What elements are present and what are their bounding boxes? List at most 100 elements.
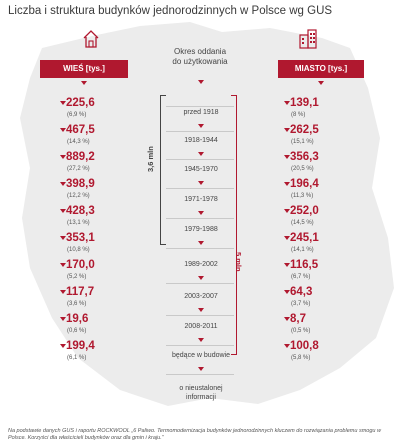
value-percent: (6,7 %) (291, 274, 311, 280)
house-icon (83, 30, 99, 48)
period-header-caret (198, 80, 204, 84)
city-value: 196,4 (11,3 %) (284, 172, 354, 199)
village-value: 225,6 (6,9 %) (60, 91, 130, 118)
period-caret (198, 124, 204, 128)
period-label: informacji (186, 394, 216, 401)
value-number: 116,5 (290, 259, 319, 271)
value-caret (284, 290, 290, 294)
value-number: 356,3 (290, 151, 319, 163)
value-number: 398,9 (66, 178, 95, 190)
city-value: 8,7 (0,5 %) (284, 307, 354, 334)
village-header-caret (81, 81, 87, 85)
value-caret (60, 344, 66, 348)
village-value: 398,9 (12,2 %) (60, 172, 130, 199)
value-caret (60, 263, 66, 267)
value-percent: (5,8 %) (291, 355, 311, 361)
value-caret (284, 182, 290, 186)
bracket-label-5-mln: 5 mln (234, 252, 243, 272)
value-caret (284, 128, 290, 132)
value-caret (284, 317, 290, 321)
period-label: o nieustalonej (179, 385, 223, 392)
value-number: 196,4 (290, 178, 319, 190)
period-label: 2003-2007 (184, 293, 218, 300)
period-caret (198, 338, 204, 342)
value-number: 889,2 (66, 151, 95, 163)
divider (166, 315, 234, 316)
period-header-line2: do użytkowania (172, 57, 228, 66)
period-label: 1945-1970 (184, 166, 218, 173)
divider (166, 159, 234, 160)
value-percent: (0,5 %) (291, 328, 311, 334)
value-percent: (5,2 %) (67, 274, 87, 280)
value-percent: (3,6 %) (67, 301, 87, 307)
period-label: 1979-1988 (184, 226, 218, 233)
value-number: 170,0 (66, 259, 95, 271)
period-header-line1: Okres oddania (173, 47, 227, 56)
value-number: 139,1 (290, 97, 319, 109)
value-caret (60, 182, 66, 186)
city-value: 262,5 (15,1 %) (284, 118, 354, 145)
period-caret (198, 211, 204, 215)
value-number: 353,1 (66, 232, 95, 244)
period-caret (198, 241, 204, 245)
value-caret (60, 290, 66, 294)
value-percent: (3,7 %) (291, 301, 311, 307)
value-percent: (13,1 %) (67, 220, 90, 226)
value-percent: (14,1 %) (291, 247, 314, 253)
period-caret (198, 181, 204, 185)
value-number: 19,6 (66, 313, 89, 325)
divider (166, 131, 234, 132)
value-percent: (0,6 %) (67, 328, 87, 334)
divider (166, 248, 234, 249)
value-number: 64,3 (290, 286, 313, 298)
city-header: MIASTO [tys.] (278, 60, 364, 78)
village-value: 19,6 (0,6 %) (60, 307, 130, 334)
value-caret (284, 344, 290, 348)
city-value: 252,0 (14,5 %) (284, 199, 354, 226)
page-title: Liczba i struktura budynków jednorodzinn… (8, 5, 333, 17)
value-caret (60, 128, 66, 132)
village-value: 353,1 (10,8 %) (60, 226, 130, 253)
period-label: 1918-1944 (184, 137, 218, 144)
value-caret (60, 101, 66, 105)
value-number: 100,8 (290, 340, 319, 352)
divider (166, 188, 234, 189)
city-value: 116,5 (6,7 %) (284, 253, 354, 280)
period-caret (198, 276, 204, 280)
value-percent: (14,3 %) (67, 139, 90, 145)
poland-map (20, 22, 394, 406)
apartment-building-icon (299, 29, 317, 49)
value-caret (60, 236, 66, 240)
value-caret (284, 101, 290, 105)
value-caret (60, 317, 66, 321)
city-value: 100,8 (5,8 %) (284, 334, 354, 361)
city-value: 356,3 (20,5 %) (284, 145, 354, 172)
period-label: 2008-2011 (184, 323, 218, 330)
village-value: 467,5 (14,3 %) (60, 118, 130, 145)
village-value: 199,4 (6,1 %) (60, 334, 130, 361)
value-percent: (12,2 %) (67, 193, 90, 199)
period-label: będące w budowie (172, 352, 230, 359)
value-caret (60, 209, 66, 213)
value-caret (284, 263, 290, 267)
value-percent: (11,3 %) (291, 193, 314, 199)
divider (166, 345, 234, 346)
value-caret (284, 236, 290, 240)
value-percent: (8 %) (291, 112, 306, 118)
village-value: 428,3 (13,1 %) (60, 199, 130, 226)
period-label: 1971-1978 (184, 196, 218, 203)
value-caret (60, 155, 66, 159)
period-caret (198, 152, 204, 156)
value-number: 8,7 (290, 313, 306, 325)
value-number: 245,1 (290, 232, 319, 244)
city-value: 245,1 (14,1 %) (284, 226, 354, 253)
value-caret (284, 155, 290, 159)
city-value: 64,3 (3,7 %) (284, 280, 354, 307)
bracket-5-mln (231, 95, 237, 355)
value-percent: (14,5 %) (291, 220, 314, 226)
value-number: 117,7 (66, 286, 95, 298)
bracket-3-6-mln (160, 95, 166, 245)
value-percent: (15,1 %) (291, 139, 314, 145)
value-number: 199,4 (66, 340, 95, 352)
